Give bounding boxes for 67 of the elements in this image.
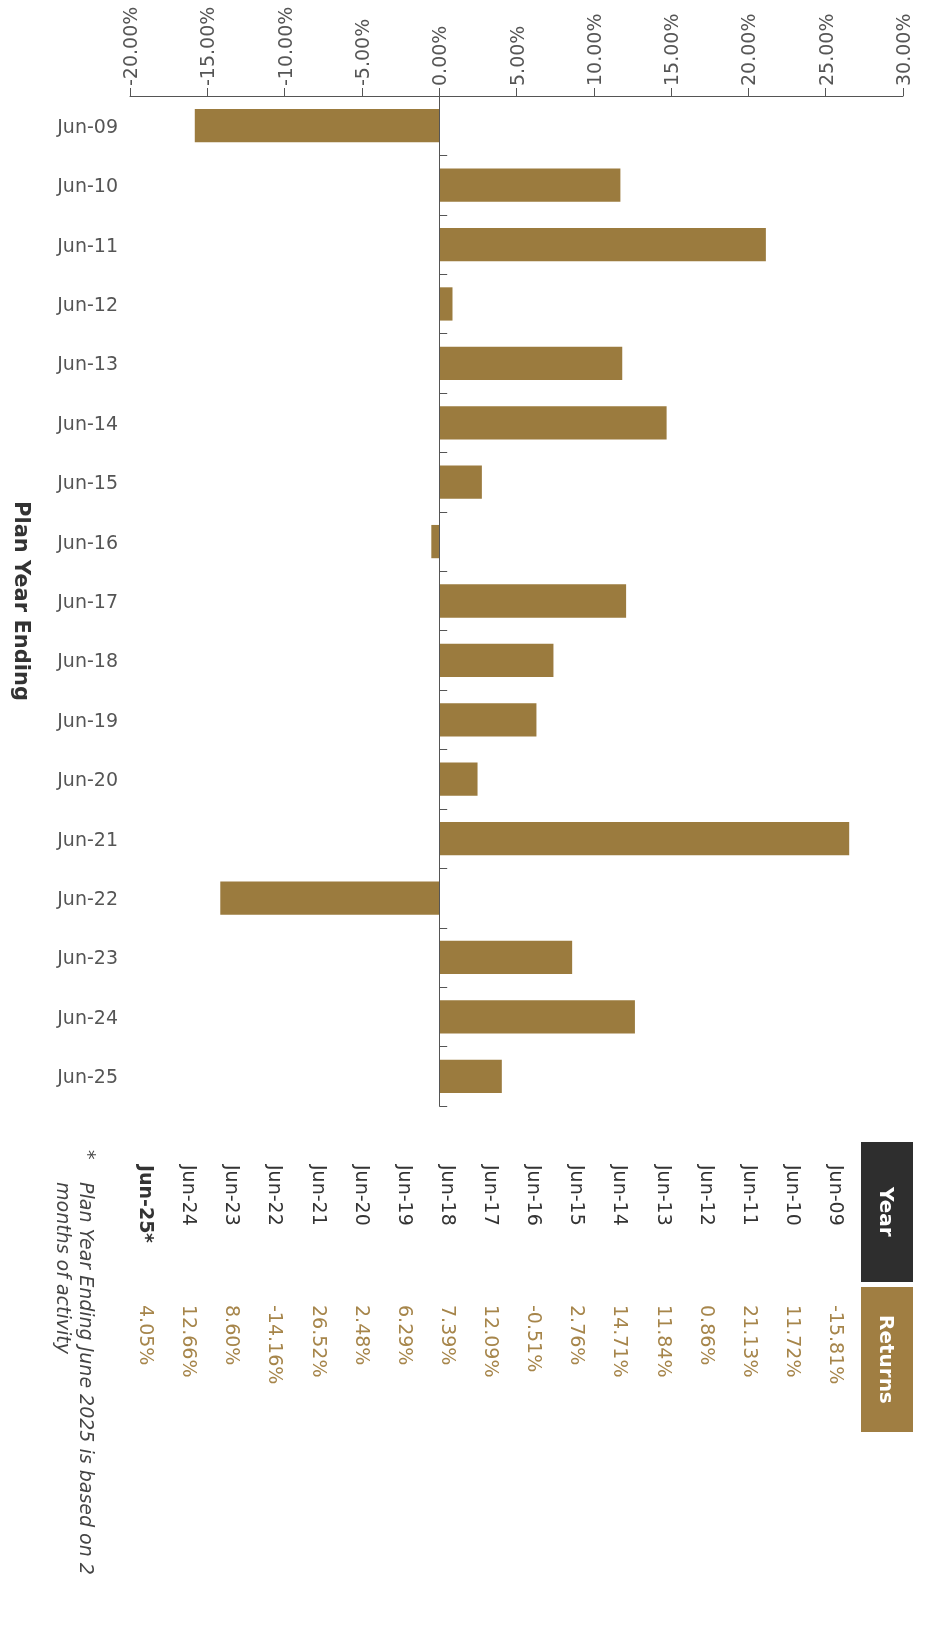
- category-label: Jun-18: [437, 1165, 460, 1226]
- y-tick-label: Jun-25: [56, 1065, 118, 1088]
- category-label: Jun-10: [782, 1165, 805, 1226]
- text: 6.29%: [394, 1305, 417, 1366]
- text: Returns: [861, 1287, 913, 1432]
- text: 2.48%: [351, 1305, 374, 1366]
- y-tick-label: Jun-14: [56, 411, 118, 434]
- category-label: Jun-15: [567, 1165, 590, 1226]
- text: Year: [861, 1142, 913, 1282]
- x-tick-label: 15.00%: [660, 13, 683, 86]
- text: 12.66%: [179, 1305, 202, 1378]
- x-tick-label: 30.00%: [892, 13, 914, 86]
- y-tick-label: Jun-15: [56, 471, 118, 494]
- category-label: Jun-13: [653, 1165, 676, 1226]
- text: 4.05%: [136, 1305, 158, 1366]
- y-axis-title: Plan Year Ending: [9, 501, 34, 701]
- category-label: Jun-20: [351, 1165, 374, 1226]
- x-tick-label: -15.00%: [196, 6, 219, 86]
- category-label: Jun-23: [222, 1165, 245, 1226]
- x-tick-label: 10.00%: [582, 13, 605, 86]
- x-tick-label: 5.00%: [505, 25, 528, 86]
- category-label: Jun-16: [524, 1165, 547, 1226]
- x-tick-label: -20.00%: [119, 6, 141, 86]
- text: 11.72%: [782, 1305, 805, 1378]
- text: -14.16%: [265, 1305, 288, 1385]
- y-tick-label: Jun-18: [56, 649, 118, 672]
- x-tick-label: 0.00%: [428, 25, 451, 86]
- y-tick-label: Jun-20: [56, 768, 118, 791]
- y-tick-label: Jun-10: [56, 174, 118, 197]
- text: 14.71%: [610, 1305, 633, 1378]
- x-tick-label: 20.00%: [737, 13, 760, 86]
- text: -0.51%: [524, 1305, 547, 1373]
- y-tick-label: Jun-22: [56, 887, 118, 910]
- text: 26.52%: [308, 1305, 331, 1378]
- category-label: Jun-12: [696, 1165, 719, 1226]
- text: 7.39%: [437, 1305, 460, 1366]
- category-label: Jun-14: [610, 1165, 633, 1226]
- category-label: Jun-17: [481, 1165, 503, 1226]
- y-tick-label: Jun-13: [56, 352, 118, 375]
- y-tick-label: Jun-12: [56, 292, 118, 315]
- text: 8.60%: [222, 1305, 245, 1366]
- text: 12.09%: [481, 1305, 503, 1378]
- x-tick-label: -10.00%: [273, 6, 296, 86]
- x-tick-label: 25.00%: [814, 13, 837, 86]
- category-label: Jun-22: [265, 1165, 288, 1226]
- x-tick-label: -5.00%: [350, 18, 373, 86]
- y-tick-label: Jun-21: [56, 827, 118, 850]
- category-label: Jun-11: [739, 1165, 762, 1226]
- y-tick-label: Jun-19: [56, 708, 118, 731]
- y-tick-label: Jun-11: [56, 233, 118, 256]
- text: Plan Year Ending June 2025 is based on 2 months of activity: [52, 1182, 98, 1577]
- text: 21.13%: [739, 1305, 762, 1378]
- text: *: [78, 1150, 100, 1160]
- text: 0.86%: [696, 1305, 719, 1366]
- text: *: [136, 1233, 158, 1243]
- text: 2.76%: [567, 1305, 590, 1366]
- y-tick-label: Jun-24: [56, 1005, 118, 1028]
- y-tick-label: Jun-09: [56, 114, 118, 137]
- text: 11.84%: [653, 1305, 676, 1378]
- y-tick-label: Jun-23: [56, 946, 118, 969]
- category-label: Jun-19: [394, 1165, 417, 1226]
- y-tick-label: Jun-17: [56, 590, 118, 612]
- y-tick-label: Jun-16: [56, 530, 118, 553]
- text: -15.81%: [826, 1305, 848, 1385]
- category-label: Jun-24: [179, 1165, 202, 1226]
- category-label: Jun-21: [308, 1165, 331, 1226]
- category-label: Jun-09: [826, 1165, 848, 1226]
